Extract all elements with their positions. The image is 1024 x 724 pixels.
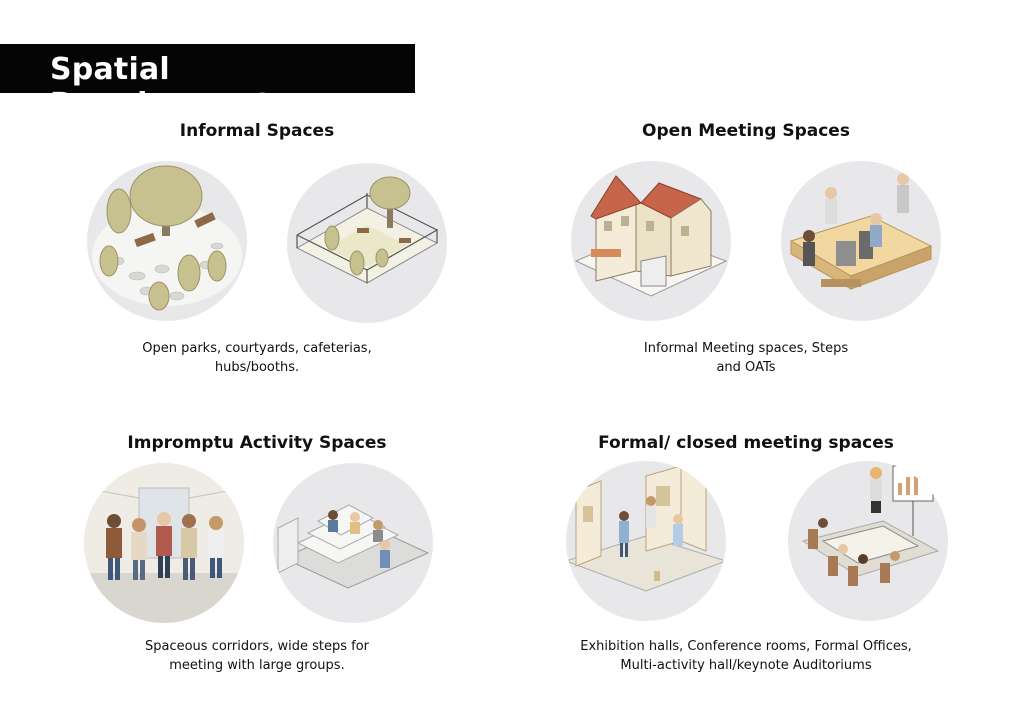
section-title: Open Meeting Spaces bbox=[642, 121, 850, 141]
description-line-1: Informal Meeting spaces, Steps bbox=[643, 341, 849, 356]
section-informal-spaces: Informal Spaces bbox=[47, 121, 467, 381]
park-trees-illustration bbox=[87, 161, 247, 321]
description-line-1: Spaceous corridors, wide steps for bbox=[144, 639, 369, 654]
stage-platform-illustration bbox=[781, 161, 941, 321]
description-line-1: Exhibition halls, Conference rooms, Form… bbox=[580, 639, 912, 654]
section-title: Impromptu Activity Spaces bbox=[127, 433, 387, 453]
cafe-building-illustration bbox=[571, 161, 731, 321]
description-line-1: Open parks, courtyards, cafeterias, bbox=[142, 341, 372, 356]
description-line-2: meeting with large groups. bbox=[169, 658, 345, 673]
description-line-2: hubs/booths. bbox=[214, 360, 300, 375]
fenced-courtyard-illustration bbox=[287, 163, 447, 323]
section-description: Exhibition halls, Conference rooms, Form… bbox=[536, 637, 956, 675]
section-open-meeting-spaces: Open Meeting Spaces bbox=[536, 121, 956, 381]
section-description: Spaceous corridors, wide steps for meeti… bbox=[47, 637, 467, 675]
section-impromptu-activity-spaces: Impromptu Activity Spaces bbox=[47, 433, 467, 693]
section-title: Formal/ closed meeting spaces bbox=[598, 433, 894, 453]
section-description: Open parks, courtyards, cafeterias, hubs… bbox=[47, 339, 467, 377]
description-line-2: Multi-activity hall/keynote Auditoriums bbox=[620, 658, 872, 673]
title-banner: Spatial Requirements bbox=[0, 44, 415, 122]
section-title: Informal Spaces bbox=[179, 121, 335, 141]
corridor-crowd-illustration bbox=[84, 463, 244, 623]
description-line-2: and OATs bbox=[716, 360, 776, 375]
page-title: Spatial Requirements bbox=[50, 52, 290, 122]
conference-room-illustration bbox=[788, 461, 948, 621]
section-formal-meeting-spaces: Formal/ closed meeting spaces bbox=[536, 433, 956, 693]
exhibition-hall-illustration bbox=[566, 461, 726, 621]
wide-steps-illustration bbox=[273, 463, 433, 623]
section-description: Informal Meeting spaces, Steps and OATs bbox=[536, 339, 956, 377]
